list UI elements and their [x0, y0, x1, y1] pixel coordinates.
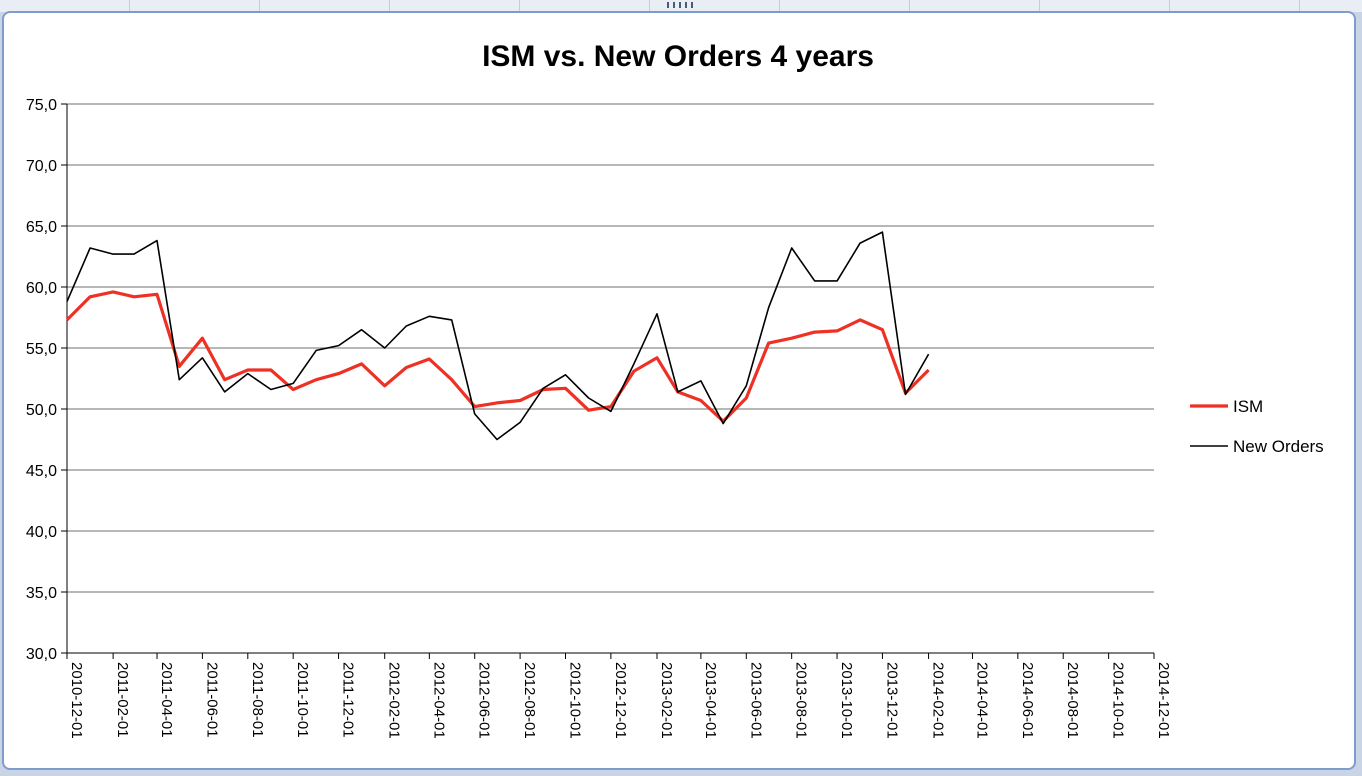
x-tick-label: 2013-10-01 [838, 662, 855, 739]
x-tick-label: 2012-08-01 [521, 662, 538, 739]
x-tick-label: 2011-02-01 [114, 662, 131, 738]
x-tick-label: 2014-04-01 [973, 662, 990, 739]
x-tick-label: 2014-06-01 [1019, 662, 1036, 739]
y-tick-label: 35,0 [26, 585, 57, 602]
x-tick-label: 2014-02-01 [930, 662, 947, 739]
x-tick-label: 2011-10-01 [294, 662, 311, 738]
y-tick-label: 60,0 [26, 280, 57, 297]
x-tick-label: 2013-06-01 [747, 662, 764, 739]
y-tick-label: 55,0 [26, 341, 57, 358]
series-line-ism [65, 290, 930, 423]
x-tick-label: 2014-12-01 [1155, 662, 1172, 739]
x-axis: 2010-12-01 2011-02-01 2011-04-01 2011-06-01… [66, 652, 1172, 739]
x-tick-label: 2011-12-01 [340, 662, 357, 738]
x-tick-label: 2012-02-01 [386, 662, 403, 739]
y-tick-label: 65,0 [26, 219, 57, 236]
legend-label: New Orders [1233, 437, 1324, 456]
y-tick-label: 75,0 [26, 97, 57, 114]
x-tick-label: 2012-10-01 [566, 662, 583, 739]
x-tick-label: 2013-04-01 [702, 662, 719, 739]
y-tick-label: 40,0 [26, 524, 57, 541]
x-tick-label: 2013-08-01 [793, 662, 810, 739]
chart-title: ISM vs. New Orders 4 years [482, 40, 874, 73]
series-line-new-orders [66, 231, 930, 441]
x-tick-label: 2012-06-01 [476, 662, 493, 739]
x-tick-label: 2013-02-01 [658, 662, 675, 739]
x-tick-label: 2011-04-01 [158, 662, 175, 738]
y-tick-label: 45,0 [26, 463, 57, 480]
x-tick-label: 2014-10-01 [1110, 662, 1127, 739]
y-tick-label: 50,0 [26, 402, 57, 419]
x-tick-label: 2013-12-01 [883, 662, 900, 739]
series-lines [65, 231, 930, 441]
x-tick-label: 2011-08-01 [249, 662, 266, 738]
y-tick-label: 30,0 [26, 646, 57, 663]
gridlines [67, 103, 1154, 593]
y-tick-label: 70,0 [26, 158, 57, 175]
x-tick-label: 2012-04-01 [430, 662, 447, 739]
x-tick-label: 2010-12-01 [68, 662, 85, 739]
y-axis: 30,0 35,0 40,0 45,0 50,0 55,0 60,0 65,0 70,0 75,0 [26, 97, 68, 663]
x-tick-label: 2011-06-01 [203, 662, 220, 738]
legend: ISM New Orders [1190, 397, 1324, 456]
x-tick-label: 2012-12-01 [612, 662, 629, 739]
resize-handle[interactable] [667, 2, 695, 8]
legend-label: ISM [1233, 397, 1263, 416]
x-tick-label: 2014-08-01 [1064, 662, 1081, 739]
